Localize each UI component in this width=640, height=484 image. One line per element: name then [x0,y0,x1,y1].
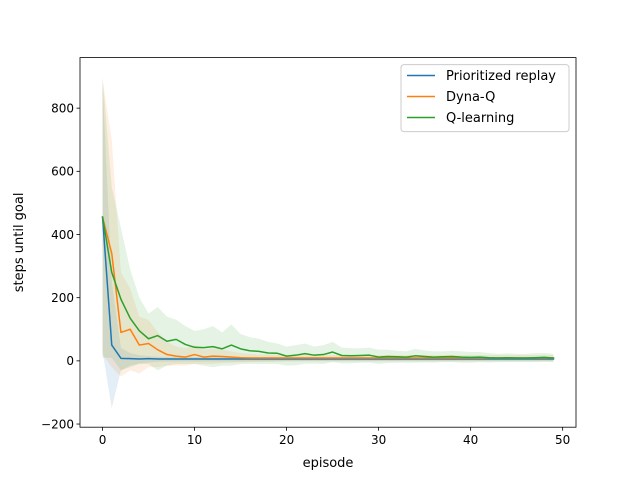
x-tick-label: 10 [187,433,202,447]
y-tick-label: 0 [66,354,74,368]
legend-label-q-learning: Q-learning [446,111,514,126]
band-dyna-q [102,79,554,377]
series-lines [101,216,555,360]
legend-frame [400,64,570,133]
y-axis-ticks: −200 0 200 400 600 800 [41,101,80,431]
x-axis-label: episode [303,456,354,471]
y-axis-label: steps until goal [12,193,27,293]
line-prioritized-replay [101,216,555,360]
plot-frame [79,57,577,428]
legend: Prioritized replay Dyna-Q Q-learning [400,64,570,133]
y-tick-label: 400 [51,228,74,242]
y-tick-label: 200 [51,291,74,305]
legend-label-dyna-q: Dyna-Q [446,90,495,105]
line-q-learning [101,216,555,359]
line-dyna-q [101,216,555,359]
y-tick-label: −200 [41,417,74,431]
confidence-bands [102,76,554,409]
x-tick-label: 30 [371,433,386,447]
band-q-learning [102,76,554,371]
x-tick-label: 40 [463,433,478,447]
legend-label-prioritized-replay: Prioritized replay [446,69,556,84]
x-axis-ticks: 0 10 20 30 40 50 [99,427,570,447]
x-tick-label: 50 [555,433,570,447]
y-tick-label: 800 [51,101,74,115]
y-tick-label: 600 [51,165,74,179]
x-tick-label: 20 [279,433,294,447]
x-tick-label: 0 [99,433,107,447]
